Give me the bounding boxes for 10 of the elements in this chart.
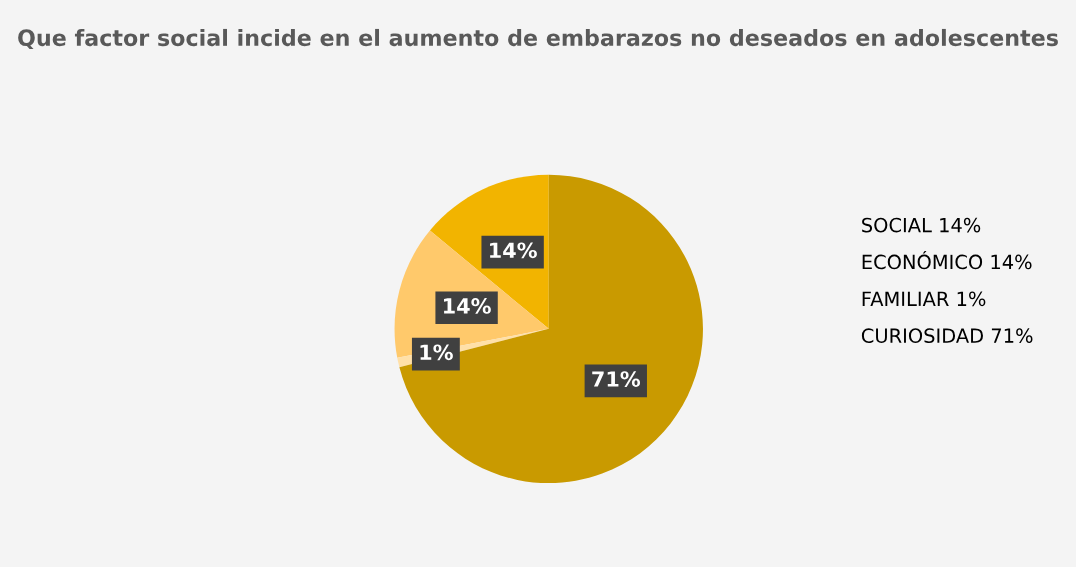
pie-slice: [399, 174, 703, 484]
text: FAMILIAR 1%: [862, 291, 986, 307]
data-label: 14%: [490, 242, 537, 259]
text: ECONÓMICO 14%: [862, 251, 1032, 270]
data-label: 71%: [592, 371, 641, 387]
data-label: 1%: [420, 344, 453, 361]
text: SOCIAL 14%: [862, 217, 981, 233]
chart-title: Que factor social incide en el aumento de embarazos no deseados en adolescentes: [18, 28, 1058, 50]
data-label: 14%: [444, 298, 491, 314]
text: CURIOSIDAD 71%: [861, 328, 1033, 344]
